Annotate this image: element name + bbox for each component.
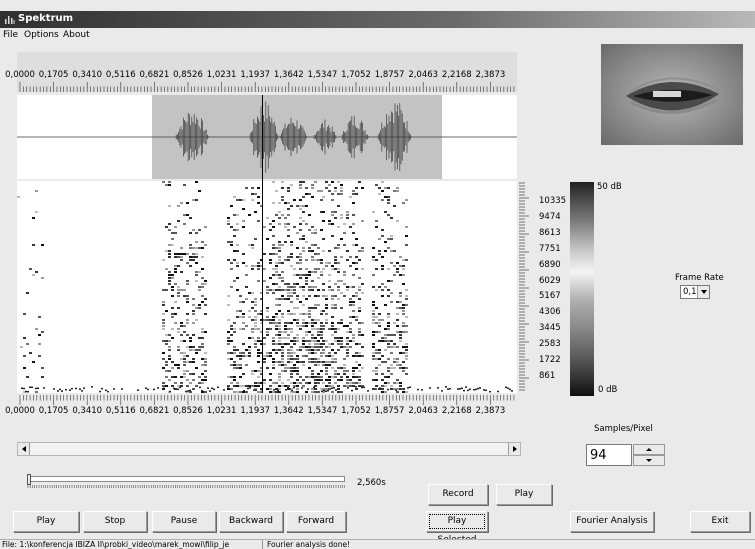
play-selected-button[interactable]: Play Selected (426, 511, 488, 545)
menu-bar: File Options About (0, 28, 755, 43)
bottom-time-axis-label: 0,3410 (72, 406, 103, 416)
frequency-ruler (519, 182, 529, 391)
playback-slider[interactable] (27, 474, 345, 488)
pause-button[interactable]: Pause (152, 511, 216, 532)
bottom-time-axis-label: 0,0000 (5, 406, 35, 416)
frequency-axis-label: 6029 (539, 275, 561, 286)
top-time-axis-panel (17, 52, 517, 92)
top-time-axis-label: 1,5347 (307, 70, 338, 80)
bottom-time-axis-label: 1,5347 (307, 406, 338, 416)
top-time-axis-label: 1,3642 (273, 70, 304, 80)
window-title: Spektrum (18, 13, 74, 24)
scroll-right-icon[interactable] (508, 443, 520, 455)
top-time-axis-label: 0,3410 (72, 70, 103, 80)
colorbar-bottom-label: 0 dB (598, 385, 618, 395)
top-time-axis-label: 0,1705 (38, 70, 69, 80)
top-time-axis-label: 0,0000 (5, 70, 35, 80)
frame-rate-value: 0,1 (683, 287, 697, 297)
frequency-axis-label: 7751 (539, 243, 561, 254)
video-preview (601, 44, 743, 145)
bottom-time-axis-label: 0,1705 (38, 406, 69, 416)
colorbar (570, 182, 594, 396)
stop-button[interactable]: Stop (83, 511, 147, 532)
bottom-time-axis-label: 1,8757 (374, 406, 405, 416)
frame-rate-label: Frame Rate (675, 273, 724, 283)
fourier-analysis-button[interactable]: Fourier Analysis (570, 511, 654, 532)
stepper-up-icon[interactable] (633, 444, 665, 455)
bottom-axis-ticks (19, 395, 515, 405)
top-time-axis-label: 2,2168 (441, 70, 472, 80)
status-message: Fourier analysis done! (267, 540, 351, 549)
play-button[interactable]: Play (13, 511, 79, 532)
frequency-axis-label: 2583 (539, 339, 561, 350)
bottom-time-axis-label: 1,7052 (341, 406, 371, 416)
frequency-axis-label: 5167 (539, 291, 561, 302)
menu-about[interactable]: About (63, 30, 90, 40)
frequency-axis-label: 6890 (539, 259, 561, 270)
bottom-time-axis-label: 2,3873 (475, 406, 506, 416)
stepper-down-icon[interactable] (633, 455, 665, 466)
play-recording-button[interactable]: Play (496, 484, 552, 505)
frequency-axis-label: 8613 (539, 227, 561, 238)
title-bar: Spektrum (0, 11, 755, 28)
frequency-axis-label: 3445 (539, 323, 561, 334)
exit-button[interactable]: Exit (690, 511, 750, 532)
top-time-axis-label: 1,8757 (374, 70, 405, 80)
top-time-axis-label: 1,1937 (240, 70, 271, 80)
top-time-axis-label: 0,5116 (105, 70, 136, 80)
top-time-axis-label: 0,6821 (139, 70, 170, 80)
top-time-axis-label: 2,3873 (475, 70, 506, 80)
slider-thumb[interactable] (27, 474, 31, 485)
status-file-path: File: 1:\konferencja IBIZA II\probki_vid… (0, 540, 263, 549)
samples-per-pixel-label: Samples/Pixel (594, 424, 653, 434)
backward-button[interactable]: Backward (219, 511, 283, 532)
frequency-axis-label: 861 (539, 370, 556, 381)
playhead-cursor[interactable] (262, 95, 263, 393)
frequency-axis-label: 4306 (539, 307, 561, 318)
duration-label: 2,560s (357, 478, 386, 488)
top-time-axis-label: 2,0463 (408, 70, 439, 80)
bottom-time-axis-label: 2,2168 (441, 406, 472, 416)
bottom-time-axis-label: 2,0463 (408, 406, 439, 416)
chevron-down-icon[interactable] (697, 286, 709, 298)
frequency-axis-label: 10335 (539, 196, 567, 206)
status-bar: File: 1:\konferencja IBIZA II\probki_vid… (0, 539, 755, 549)
bottom-time-axis-label: 0,6821 (139, 406, 170, 416)
spectrogram-view[interactable] (17, 181, 517, 393)
menu-file[interactable]: File (3, 30, 19, 40)
slider-track (27, 476, 345, 482)
menu-options[interactable]: Options (24, 30, 59, 40)
horizontal-scrollbar[interactable] (17, 442, 521, 456)
bottom-time-axis-label: 0,8526 (173, 406, 203, 416)
forward-button[interactable]: Forward (286, 511, 346, 532)
samples-per-pixel-input[interactable]: 94 (586, 444, 632, 466)
frame-rate-select[interactable]: 0,1 (680, 285, 710, 299)
colorbar-top-label: 50 dB (597, 182, 622, 192)
top-time-axis-label: 0,8526 (173, 70, 203, 80)
bottom-time-axis-label: 1,3642 (273, 406, 304, 416)
top-axis-ticks (19, 82, 515, 92)
app-icon (5, 16, 15, 24)
frequency-axis-label: 1722 (539, 355, 561, 365)
frequency-axis-label: 9474 (539, 211, 561, 222)
bottom-time-axis-label: 0,5116 (105, 406, 136, 416)
scroll-left-icon[interactable] (18, 443, 30, 455)
bottom-time-axis-label: 1,0231 (206, 406, 237, 416)
waveform-view[interactable] (17, 95, 517, 179)
top-time-axis-label: 1,7052 (341, 70, 371, 80)
record-button[interactable]: Record (428, 484, 488, 505)
top-time-axis-label: 1,0231 (206, 70, 237, 80)
bottom-time-axis-label: 1,1937 (240, 406, 271, 416)
